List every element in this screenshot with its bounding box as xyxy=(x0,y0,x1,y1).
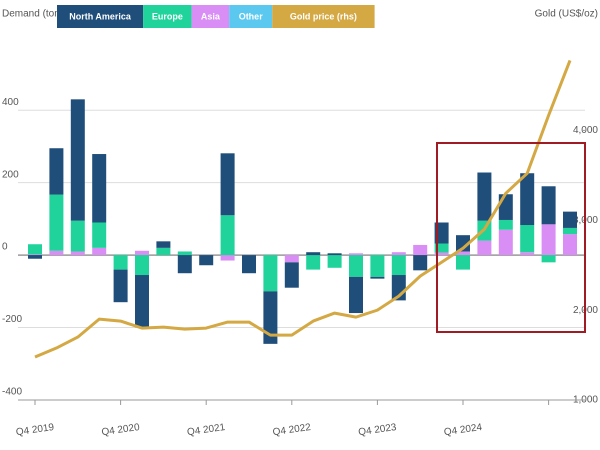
bar-segment xyxy=(135,255,149,276)
legend-swatch xyxy=(143,5,192,28)
bar-segment xyxy=(220,215,235,256)
bar-segment xyxy=(135,250,149,256)
bar-segment xyxy=(28,244,42,255)
bar-segment xyxy=(135,275,149,328)
bar-segment xyxy=(498,229,513,256)
bar-segment xyxy=(263,255,278,292)
bar-segment xyxy=(70,220,85,252)
bar-segment xyxy=(177,255,192,274)
bar-segment xyxy=(284,262,299,288)
bar-segment xyxy=(434,243,449,253)
bar-segment xyxy=(113,255,128,270)
bar-segment xyxy=(370,255,385,277)
gold-price-line xyxy=(34,59,572,359)
y-axis-title: Demand (tonnes) xyxy=(2,9,79,20)
bar-segment xyxy=(220,255,235,261)
legend-label: Gold price (rhs) xyxy=(290,11,357,21)
legend-item: Other xyxy=(229,5,273,28)
bar-segment xyxy=(92,222,107,248)
bar-segment xyxy=(349,255,363,277)
bar-segment xyxy=(391,252,406,256)
bar-segment xyxy=(520,252,535,256)
legend-item: North America xyxy=(57,5,144,28)
bar-segment xyxy=(113,269,128,303)
bar-segment xyxy=(177,251,192,256)
bar-segment xyxy=(327,253,342,256)
bar-segment xyxy=(28,254,42,256)
y-tick-label: -200 xyxy=(2,314,22,325)
bar-segment xyxy=(520,173,535,226)
y-tick-label: 400 xyxy=(2,97,19,108)
x-tick-label: Q4 2020 xyxy=(101,422,141,438)
bar-segment xyxy=(498,219,513,230)
x-tick-label: Q4 2021 xyxy=(186,422,226,438)
bar-segment xyxy=(306,255,321,270)
bar-segment xyxy=(49,194,64,251)
bar-segment xyxy=(199,255,214,266)
legend-swatch xyxy=(191,5,230,28)
bar-segment xyxy=(541,224,556,256)
bar-segment xyxy=(220,153,235,216)
legend-item: Europe xyxy=(143,5,192,28)
bar-segment xyxy=(263,291,278,344)
bar-segment xyxy=(49,148,64,195)
bar-segment xyxy=(541,255,556,263)
bar-segment xyxy=(563,234,577,256)
bar-segment xyxy=(434,252,449,256)
legend-swatch xyxy=(229,5,273,28)
bar-segment xyxy=(520,225,535,253)
bar-segment xyxy=(92,154,107,223)
bar-segment xyxy=(498,194,513,220)
bar-segment xyxy=(70,99,85,221)
bar-segment xyxy=(391,255,406,276)
legend-label: Other xyxy=(239,11,264,21)
legend-swatch xyxy=(272,5,375,28)
bar-segment xyxy=(70,251,85,256)
bar-segment xyxy=(563,211,577,228)
bar-segment xyxy=(28,255,42,259)
y-tick-label: 200 xyxy=(2,169,19,180)
bar-segment xyxy=(434,222,449,244)
bar-segment xyxy=(413,244,428,256)
x-tick-label: Q4 2023 xyxy=(358,422,398,438)
bar-segment xyxy=(370,276,385,279)
bar-segment xyxy=(242,255,256,274)
bar-segment xyxy=(49,250,64,256)
bar-segment xyxy=(456,235,470,252)
y-tick-label: 0 xyxy=(2,242,8,253)
bar-segment xyxy=(413,255,428,271)
bar-segment xyxy=(456,251,470,256)
bar-segment xyxy=(349,253,363,256)
bar-segment xyxy=(456,255,470,270)
bar-segment xyxy=(327,255,342,268)
bar-segment xyxy=(541,186,556,225)
highlight-box xyxy=(436,142,586,333)
legend-swatch xyxy=(57,5,144,28)
bar-segment xyxy=(156,247,171,256)
x-tick-label: Q4 2022 xyxy=(272,422,312,438)
legend-item: Asia xyxy=(191,5,230,28)
bar-segment xyxy=(306,252,321,256)
x-tick-label: Q4 2019 xyxy=(15,422,55,438)
bar-segment xyxy=(563,227,577,235)
y2-tick-label: 1,000 xyxy=(573,395,598,406)
bar-segment xyxy=(284,255,299,263)
bar-segment xyxy=(477,240,492,256)
y-tick-label: -400 xyxy=(2,387,22,398)
y2-axis-title: Gold (US$/oz) xyxy=(535,9,598,20)
bar-segment xyxy=(92,247,107,256)
x-tick-label: Q4 2024 xyxy=(443,422,483,438)
legend-label: Europe xyxy=(152,11,183,21)
legend-label: North America xyxy=(69,11,132,21)
legend-label: Asia xyxy=(201,11,221,21)
legend-item: Gold price (rhs) xyxy=(272,5,375,28)
bar-segment xyxy=(156,241,171,248)
y2-tick-label: 4,000 xyxy=(573,125,598,136)
bar-segment xyxy=(477,172,492,221)
bar-segment xyxy=(349,276,363,314)
